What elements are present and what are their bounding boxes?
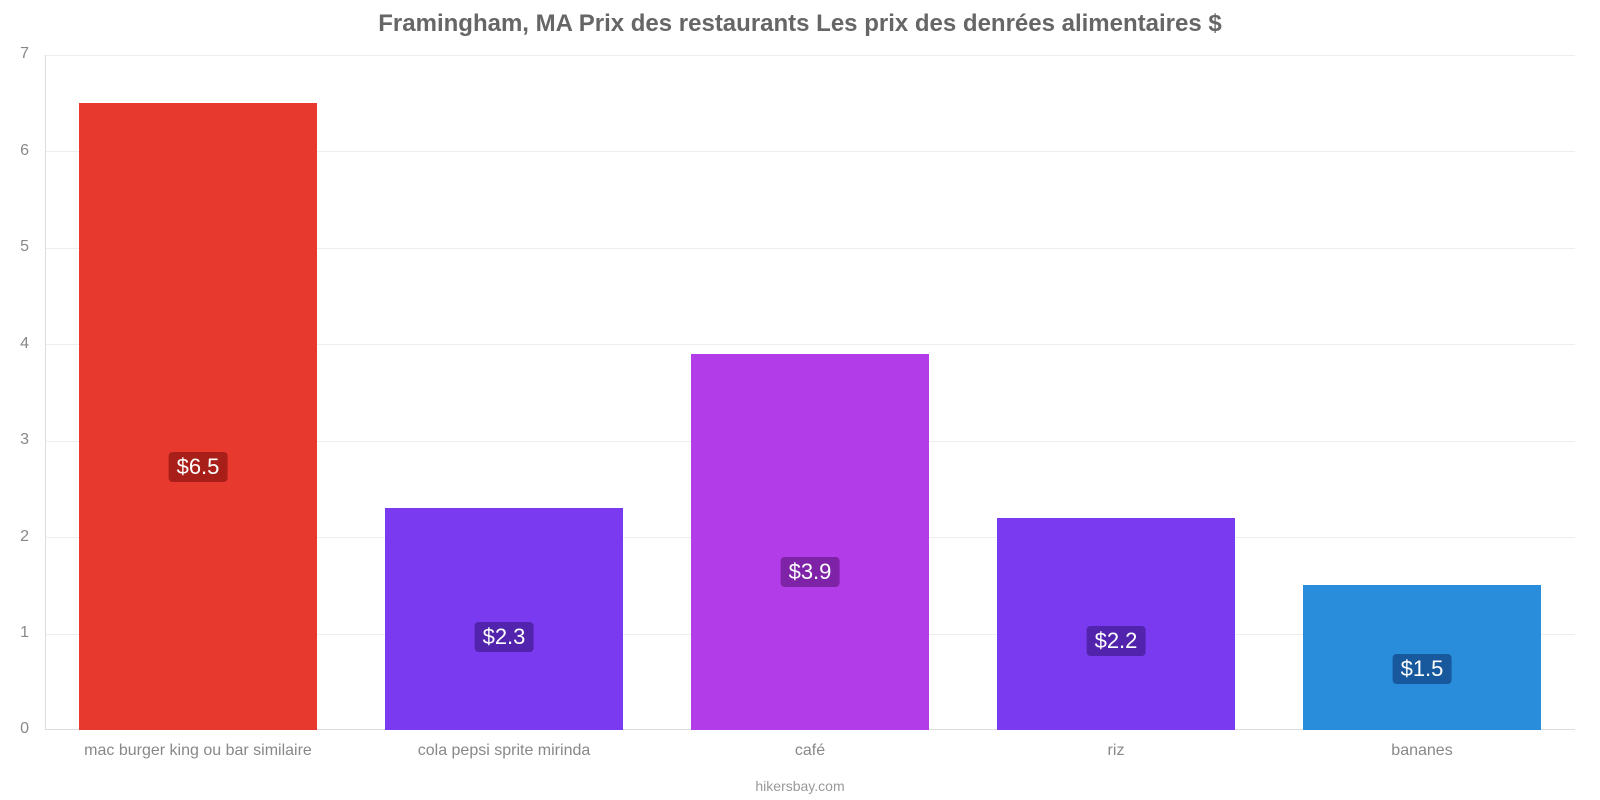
x-category-label: cola pepsi sprite mirinda [418,742,591,760]
bar [385,508,624,730]
x-category-label: riz [1108,742,1125,760]
bar-value-label: $2.2 [1087,626,1146,656]
bar-value-label: $6.5 [169,452,228,482]
x-category-label: mac burger king ou bar similaire [84,742,312,760]
x-category-label: bananes [1391,742,1452,760]
price-bar-chart: Framingham, MA Prix des restaurants Les … [0,0,1600,800]
y-axis-line [45,55,46,730]
chart-title: Framingham, MA Prix des restaurants Les … [0,0,1600,38]
chart-footer: hikersbay.com [0,778,1600,794]
bar-value-label: $3.9 [781,557,840,587]
bar [691,354,930,730]
bar-value-label: $2.3 [475,622,534,652]
bar-value-label: $1.5 [1393,654,1452,684]
gridline [45,55,1575,56]
bar [79,103,318,730]
plot-area: 01234567$6.5mac burger king ou bar simil… [45,55,1575,730]
bar [997,518,1236,730]
x-category-label: café [795,742,825,760]
